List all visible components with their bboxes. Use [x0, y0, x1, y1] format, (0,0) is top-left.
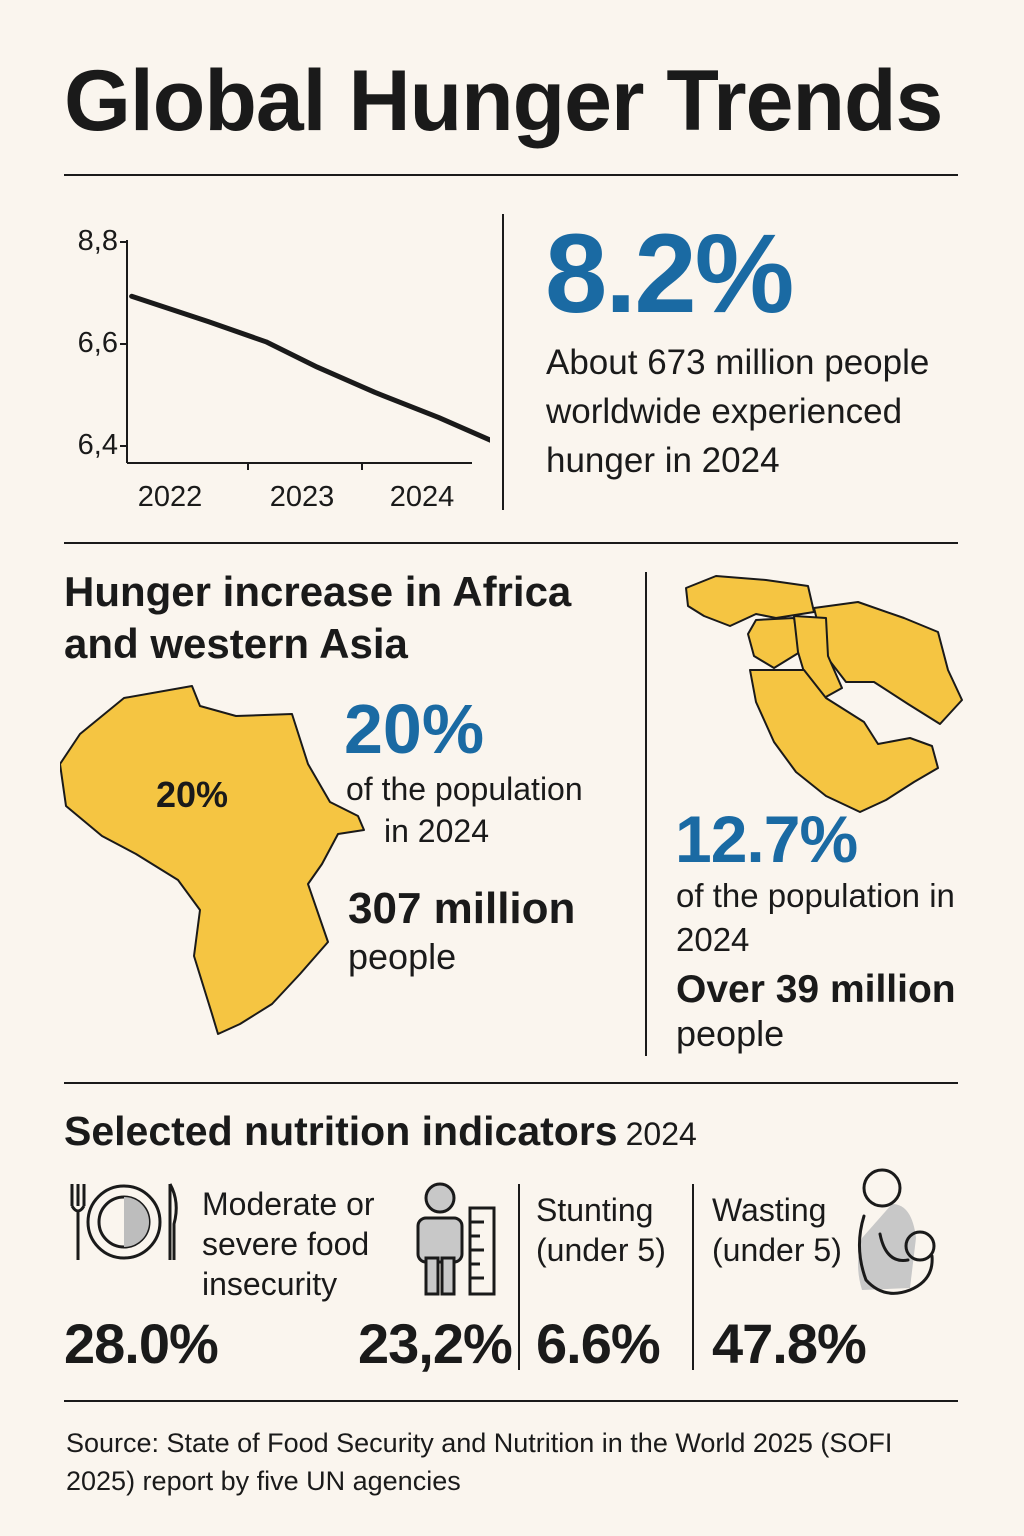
series-line [129, 293, 490, 443]
indicator-value-stunting: 6.6% [536, 1312, 661, 1375]
africa-map-label: 20% [156, 774, 229, 815]
headline-description: About 673 million people worldwide exper… [546, 343, 930, 480]
africa-subtext-line1: of the population [346, 771, 583, 807]
africa-subtext-line2: in 2024 [384, 813, 489, 849]
child-height-icon [416, 1182, 496, 1296]
x-tick-label: 2023 [270, 481, 335, 513]
indicator-label-food-insecurity: Moderate or severe food insecurity [202, 1186, 375, 1302]
source-note: Source: State of Food Security and Nutri… [66, 1428, 893, 1496]
y-tick-label: 8,8 [78, 225, 118, 257]
indicator-label-wasting: Wasting (under 5) [712, 1192, 842, 1268]
indicator-label-stunting: Stunting (under 5) [536, 1192, 666, 1268]
africa-count: 307 million [348, 884, 576, 933]
western-asia-count: Over 39 million [676, 968, 956, 1011]
indicator-value-wasting: 47.8% [712, 1312, 867, 1375]
divider-lower [64, 1082, 958, 1084]
nutrition-heading-text: Selected nutrition indicators [64, 1108, 618, 1154]
y-tick-label: 6,4 [78, 429, 118, 461]
plate-cutlery-icon [70, 1183, 178, 1260]
hunger-line-chart: 8,8 6,6 6,4 2022 2023 2024 [78, 225, 490, 513]
western-asia-subtext: of the population in 2024 [676, 877, 955, 958]
indicator-value-food-insecurity: 28.0% [64, 1312, 219, 1375]
africa-subtext: of the population in 2024 [346, 768, 616, 852]
divider-vertical-2 [645, 572, 647, 1056]
western-asia-map [685, 575, 963, 813]
y-tick-label: 6,6 [78, 327, 118, 359]
divider-top [64, 174, 958, 176]
divider-indicators-1 [518, 1184, 520, 1370]
chart-axes [126, 240, 472, 464]
western-asia-stat: 12.7% [675, 802, 858, 876]
nutrition-heading: Selected nutrition indicators 2024 [64, 1108, 697, 1155]
x-tick-label: 2022 [138, 481, 203, 513]
mother-child-icon [857, 1168, 936, 1295]
africa-map [60, 685, 365, 1035]
headline-stat: 8.2% [545, 211, 794, 336]
nutrition-year: 2024 [625, 1116, 697, 1152]
x-tick-label: 2024 [390, 481, 455, 513]
divider-bottom [64, 1400, 958, 1402]
page-title: Global Hunger Trends [64, 53, 943, 149]
africa-unit: people [348, 936, 457, 977]
indicator-value-child-height: 23,2% [358, 1312, 513, 1375]
divider-mid [64, 542, 958, 544]
western-asia-unit: people [676, 1013, 785, 1054]
divider-indicators-2 [692, 1184, 694, 1370]
divider-vertical-1 [502, 214, 504, 510]
africa-stat: 20% [344, 690, 485, 768]
regions-heading: Hunger increase in Africa and western As… [64, 568, 572, 667]
